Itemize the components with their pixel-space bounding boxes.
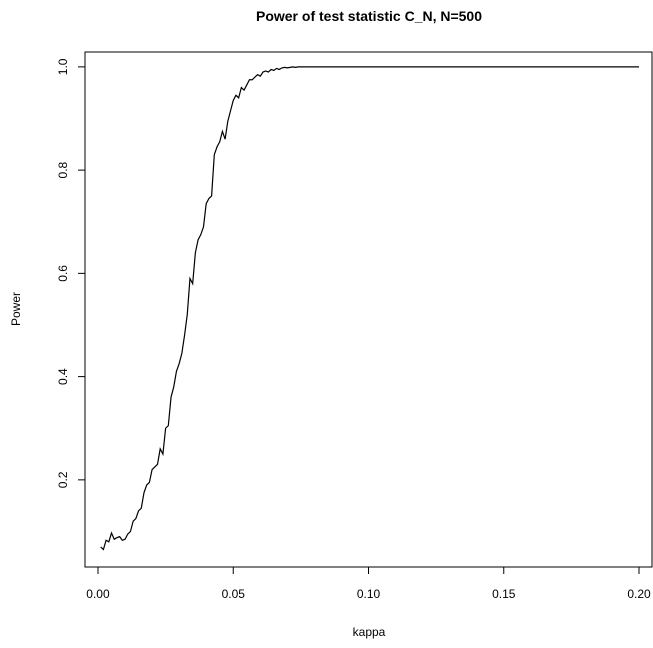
y-axis: 0.2 0.4 0.6 0.8 1.0 (56, 58, 86, 488)
y-tick-label: 0.6 (56, 265, 70, 282)
y-axis-label: Power (9, 292, 23, 326)
power-curve-line (100, 66, 640, 551)
x-axis-label: kappa (353, 625, 386, 639)
y-tick-label: 0.8 (56, 161, 70, 178)
chart-title: Power of test statistic C_N, N=500 (256, 8, 482, 24)
x-tick-label: 0.20 (627, 587, 651, 601)
x-tick-label: 0.15 (492, 587, 516, 601)
y-tick-label: 0.2 (56, 471, 70, 488)
plot-frame (84, 51, 653, 568)
x-tick-label: 0.05 (222, 587, 246, 601)
y-tick-label: 1.0 (56, 58, 70, 75)
x-axis: 0.00 0.05 0.10 0.15 0.20 (86, 566, 651, 601)
x-tick-label: 0.10 (357, 587, 381, 601)
y-tick-label: 0.4 (56, 368, 70, 385)
x-tick-label: 0.00 (86, 587, 110, 601)
